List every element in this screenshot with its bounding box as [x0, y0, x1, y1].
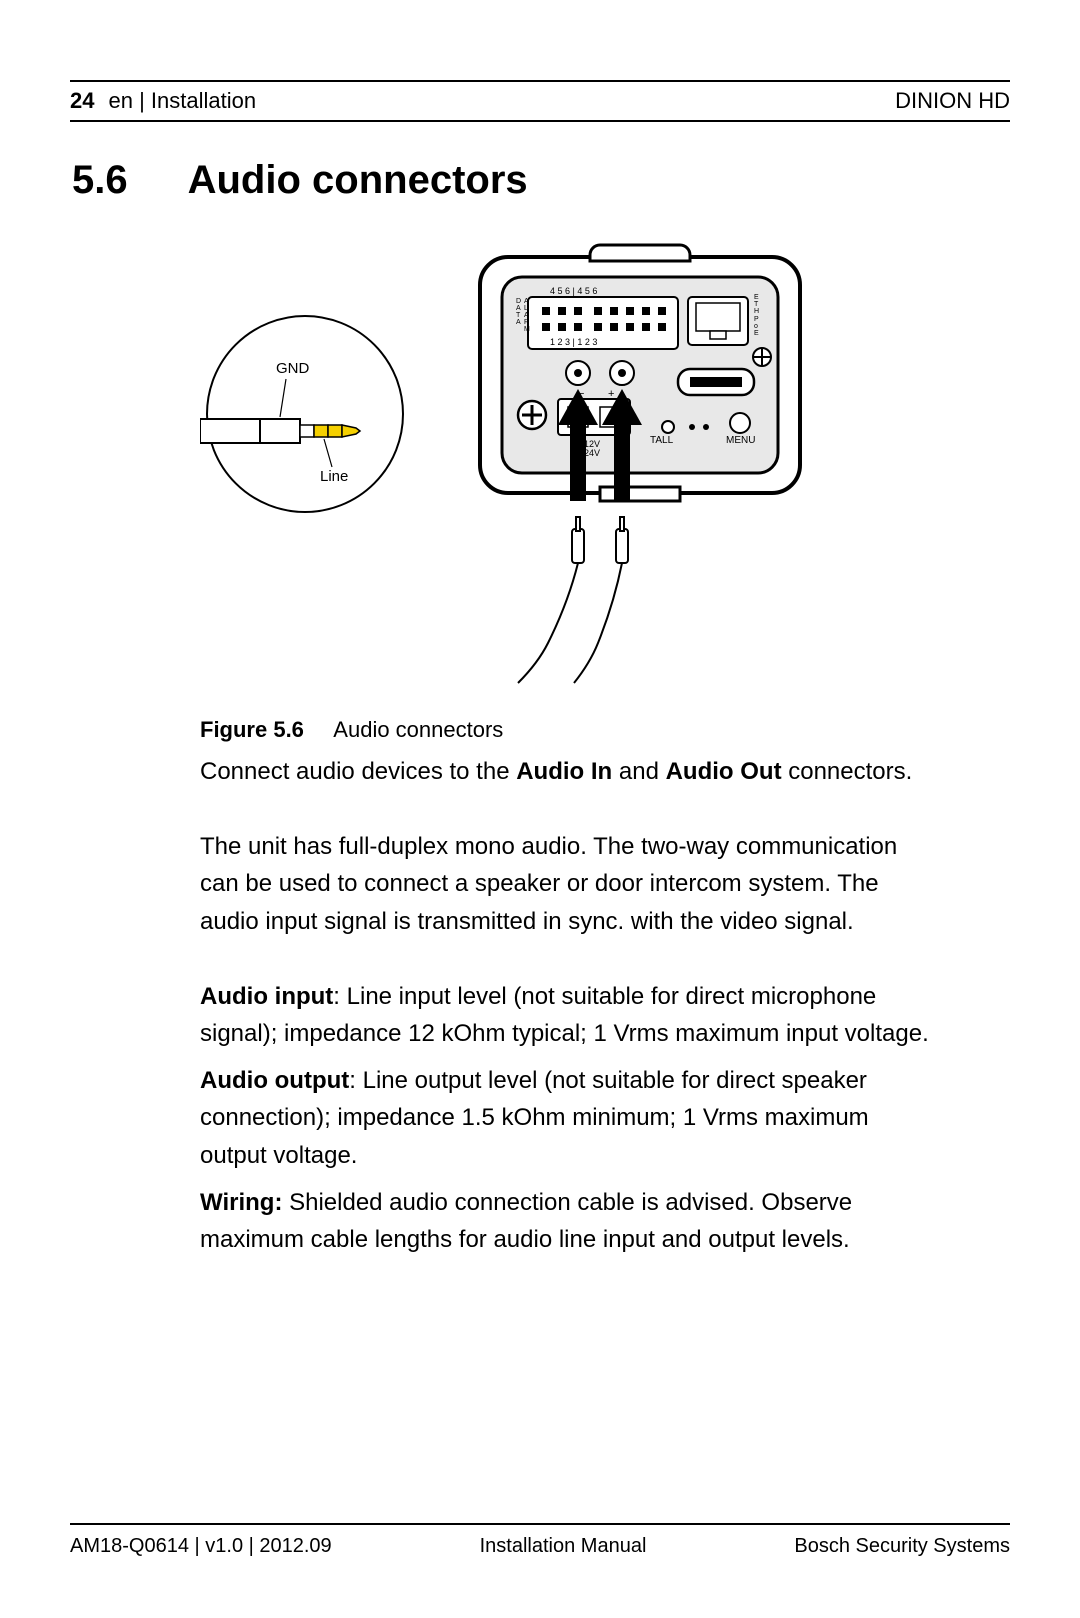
- intro-paragraph: Connect audio devices to the Audio In an…: [200, 753, 940, 790]
- gnd-label: GND: [276, 360, 310, 377]
- page-number: 24: [70, 88, 94, 114]
- jack-ring1: [300, 425, 314, 437]
- audio-output-label: Audio output: [200, 1067, 349, 1094]
- footer: AM18-Q0614 | v1.0 | 2012.09 Installation…: [70, 1523, 1010, 1558]
- footer-row: AM18-Q0614 | v1.0 | 2012.09 Installation…: [70, 1535, 1010, 1558]
- header-left: 24 en | Installation: [70, 88, 256, 114]
- led-1-icon: [662, 421, 674, 433]
- wiring-label: Wiring:: [200, 1189, 282, 1216]
- figure-caption-text: Audio connectors: [333, 717, 503, 742]
- plug-1-icon: [518, 517, 584, 683]
- jack-cable: [200, 419, 260, 443]
- audio-in-bold: Audio In: [516, 758, 612, 785]
- page: 24 en | Installation DINION HD 5.6 Audio…: [0, 0, 1080, 1618]
- body-column: Figure 5.6 Audio connectors Connect audi…: [200, 717, 940, 1258]
- audio-input-paragraph: Audio input: Line input level (not suita…: [200, 978, 940, 1052]
- header-rule-top: [70, 80, 1010, 82]
- breadcrumb: en | Installation: [108, 88, 256, 114]
- section-number: 5.6: [72, 158, 128, 203]
- polarity-plus: +: [608, 388, 614, 400]
- intro-pre: Connect audio devices to the: [200, 758, 516, 785]
- product-name: DINION HD: [895, 88, 1010, 114]
- wiring-paragraph: Wiring: Shielded audio connection cable …: [200, 1184, 940, 1258]
- power-label: 12V24V: [584, 439, 600, 458]
- menu-label: MENU: [726, 435, 755, 446]
- audio-input-label: Audio input: [200, 983, 333, 1010]
- duplex-paragraph: The unit has full-duplex mono audio. The…: [200, 828, 940, 940]
- eth-label: ETHPoE: [754, 294, 759, 337]
- figure-label: Figure 5.6: [200, 717, 304, 742]
- footer-left: AM18-Q0614 | v1.0 | 2012.09: [70, 1535, 332, 1558]
- footer-rule: [70, 1523, 1010, 1525]
- camera-diagram: 4 5 6 | 4 5 6 1 2 3 | 1 2 3 DATA ALARM E…: [450, 239, 830, 699]
- jack-ring3: [328, 425, 342, 437]
- camera-top-tab: [590, 245, 690, 261]
- section-heading: 5.6 Audio connectors: [72, 158, 1010, 203]
- led-2-icon: [689, 424, 695, 430]
- intro-post: connectors.: [782, 758, 913, 785]
- menu-button-icon: [730, 413, 750, 433]
- camera-bottom-bracket: [600, 487, 680, 501]
- footer-right: Bosch Security Systems: [794, 1535, 1010, 1558]
- mid-pins-label: 1 2 3 | 1 2 3: [550, 337, 597, 347]
- section-title: Audio connectors: [188, 158, 528, 203]
- jack-sleeve: [260, 419, 300, 443]
- figure-area: GND Line 4 5 6 | 4 5 6 1 2 3 | 1: [200, 239, 1010, 699]
- header-rule-bottom: [70, 120, 1010, 122]
- jack-circle: [207, 316, 403, 512]
- led-3-icon: [703, 424, 709, 430]
- audio-out-bold: Audio Out: [666, 758, 782, 785]
- jack-diagram: GND Line: [200, 309, 410, 519]
- tall-label: TALL: [650, 435, 674, 446]
- figure-caption: Figure 5.6 Audio connectors: [200, 717, 940, 743]
- line-label: Line: [320, 468, 348, 485]
- top-pins-label: 4 5 6 | 4 5 6: [550, 286, 597, 296]
- intro-mid: and: [612, 758, 665, 785]
- jack-ring2: [314, 425, 328, 437]
- header: 24 en | Installation DINION HD: [70, 88, 1010, 118]
- wiring-text: Shielded audio connection cable is advis…: [200, 1189, 852, 1253]
- footer-center: Installation Manual: [480, 1535, 647, 1558]
- audio-output-paragraph: Audio output: Line output level (not sui…: [200, 1062, 940, 1174]
